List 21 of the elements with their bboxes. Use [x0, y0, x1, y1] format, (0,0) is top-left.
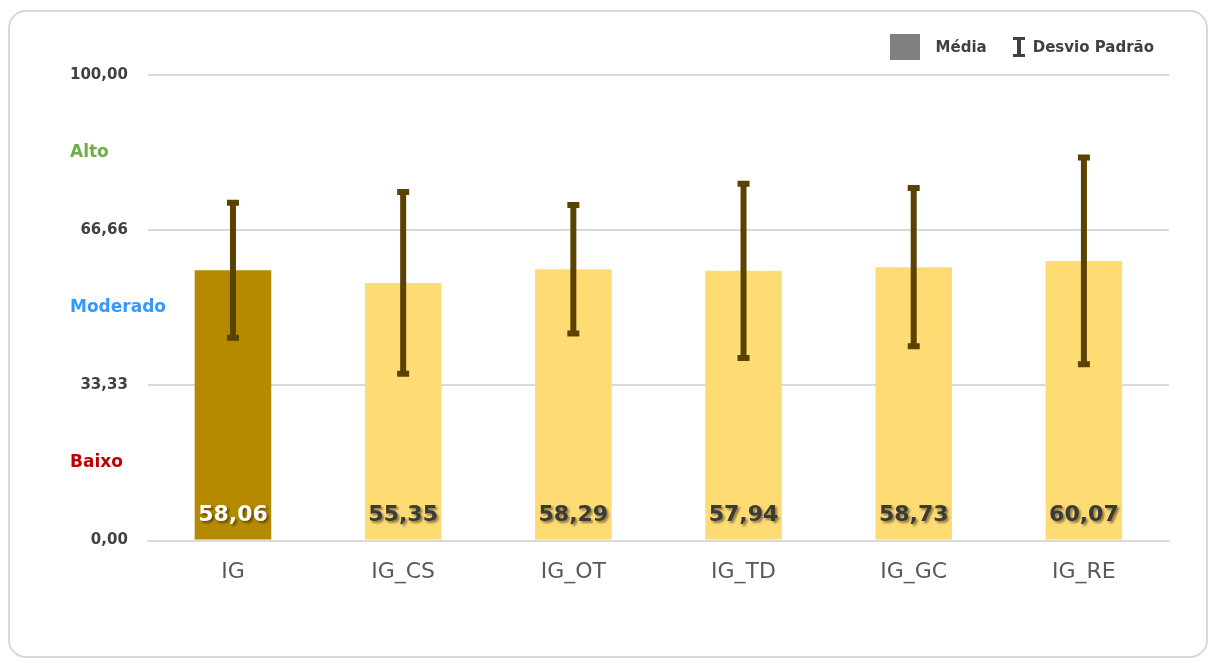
data-label: 55,35 — [368, 501, 438, 527]
x-tick-label: IG_RE — [1052, 557, 1116, 584]
y-tick-label: 66,66 — [80, 220, 128, 239]
y-tick-label: 0,00 — [90, 530, 128, 549]
y-tick-label: 100,00 — [69, 64, 128, 83]
data-label: 58,06 — [198, 501, 268, 527]
text: Alto — [70, 141, 109, 162]
data-label: 57,94 — [708, 501, 779, 527]
text: Baixo — [70, 451, 123, 472]
text: Desvio Padrão — [1031, 37, 1154, 57]
x-tick-label: IG_CS — [371, 557, 436, 584]
x-tick-label: IG_TD — [711, 557, 776, 584]
x-tick-label: IG_OT — [540, 557, 607, 584]
text: Média — [934, 37, 987, 58]
annotation: Moderado — [70, 296, 166, 317]
data-label: 60,07 — [1049, 501, 1119, 527]
x-tick-label: IG_GC — [880, 557, 948, 584]
y-tick-label: 33,33 — [80, 375, 128, 394]
x-tick-label: IG — [221, 557, 245, 583]
data-label: 58,29 — [538, 501, 609, 527]
data-label: 58,73 — [878, 501, 949, 527]
